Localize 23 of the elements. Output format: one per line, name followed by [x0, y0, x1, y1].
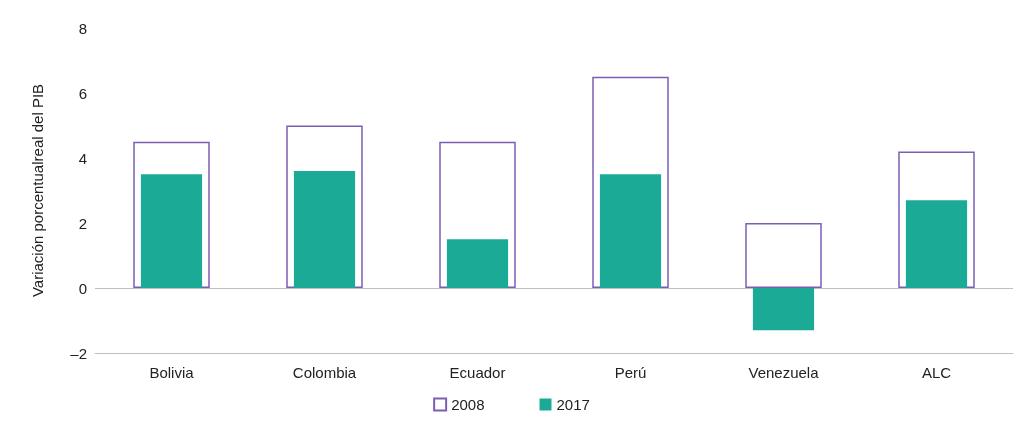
y-tick-label: 6	[78, 84, 87, 102]
x-tick-label: Colombia	[292, 364, 357, 381]
y-tick-label: 2	[78, 214, 87, 232]
y-tick-label: 0	[78, 279, 87, 297]
x-tick-label: Venezuela	[748, 364, 820, 381]
y-tick-label: 8	[78, 19, 87, 37]
bar	[446, 239, 509, 288]
bar	[745, 223, 822, 288]
legend-label: 2017	[556, 396, 590, 413]
bar	[293, 171, 356, 288]
y-axis-title: Variación porcentualreal del PIB	[29, 83, 46, 298]
bar	[752, 288, 815, 331]
bar	[140, 174, 203, 288]
legend-label: 2008	[451, 396, 485, 413]
y-tick-label: –2	[70, 344, 87, 362]
x-tick-label: Perú	[614, 364, 647, 381]
bar	[599, 174, 662, 288]
x-tick-label: Ecuador	[449, 364, 506, 381]
x-tick-label: ALC	[921, 364, 952, 381]
x-tick-label: Bolivia	[149, 364, 195, 381]
bar	[905, 200, 968, 288]
bar	[592, 76, 669, 288]
y-tick-label: 4	[78, 149, 87, 167]
